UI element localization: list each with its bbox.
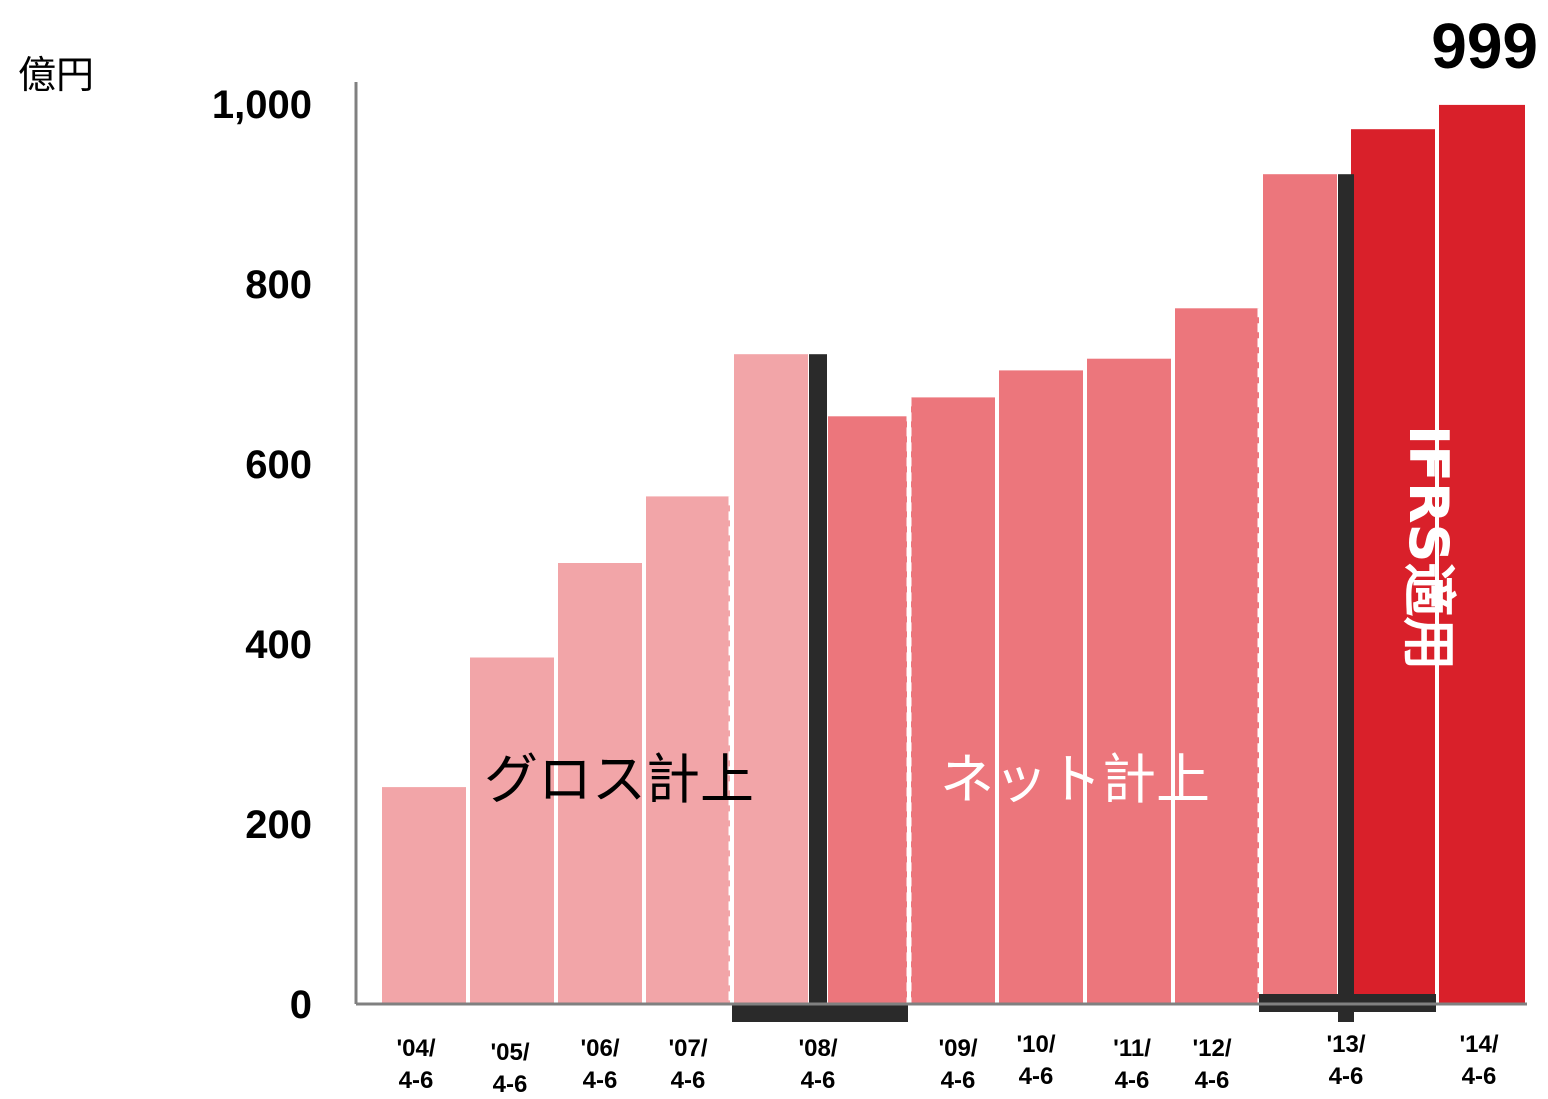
y-tick-label: 1,000: [212, 83, 312, 127]
bar-gross-2: [558, 563, 642, 1004]
annotation-ifrs: IFRS適用: [1397, 425, 1460, 670]
bar-gross-4: [734, 354, 808, 1004]
x-category-label: '08/4-6: [798, 1035, 837, 1094]
y-tick-label: 200: [245, 803, 312, 847]
bar-net-5: [828, 416, 907, 1004]
bar-gross-3: [646, 496, 730, 1004]
x-category-label: '09/4-6: [938, 1035, 977, 1094]
y-axis-ticks: 0 200 400 600 800 1,000: [212, 83, 312, 1027]
period-divider-base-0: [732, 1004, 908, 1022]
annotation-net: ネット計上: [940, 748, 1210, 811]
bar-net-8: [1087, 358, 1171, 1004]
x-category-label: '12/4-6: [1192, 1035, 1231, 1094]
y-tick-label: 400: [245, 623, 312, 667]
period-divider-vertical-0: [809, 354, 827, 1022]
x-category-label: '13/4-6: [1326, 1031, 1365, 1090]
x-category-label: '11/4-6: [1113, 1035, 1151, 1094]
bar-net-6: [911, 397, 995, 1004]
basis-separators: [728, 308, 1263, 1004]
bar-net-7: [999, 370, 1083, 1004]
bar-gross-0: [382, 787, 466, 1004]
x-axis-labels: '04/4-6 '05/4-6 '06/4-6 '07/4-6 '08/4-6 '09/4…: [396, 1031, 1498, 1098]
x-category-label: '14/4-6: [1459, 1031, 1498, 1090]
x-category-label: '05/4-6: [490, 1039, 529, 1098]
bars-layer: [382, 104, 1525, 1004]
x-category-label: '10/4-6: [1016, 1031, 1055, 1090]
value-label-last-bar: 999: [1431, 10, 1538, 82]
bar-gross-1: [470, 657, 554, 1004]
unit-label: 億円: [18, 53, 94, 97]
x-category-label: '06/4-6: [580, 1035, 619, 1094]
y-tick-label: 0: [290, 983, 312, 1027]
x-category-label: '07/4-6: [668, 1035, 707, 1094]
x-category-label: '04/4-6: [396, 1035, 435, 1094]
y-tick-label: 600: [245, 443, 312, 487]
period-divider-vertical-1: [1338, 174, 1354, 1022]
annotation-gross: グロス計上: [484, 748, 754, 811]
bar-net-10: [1263, 174, 1337, 1004]
y-tick-label: 800: [245, 263, 312, 307]
bar-net-9: [1175, 308, 1259, 1004]
bar-ifrs-11: [1351, 129, 1435, 1004]
bar-ifrs-12: [1439, 104, 1525, 1004]
